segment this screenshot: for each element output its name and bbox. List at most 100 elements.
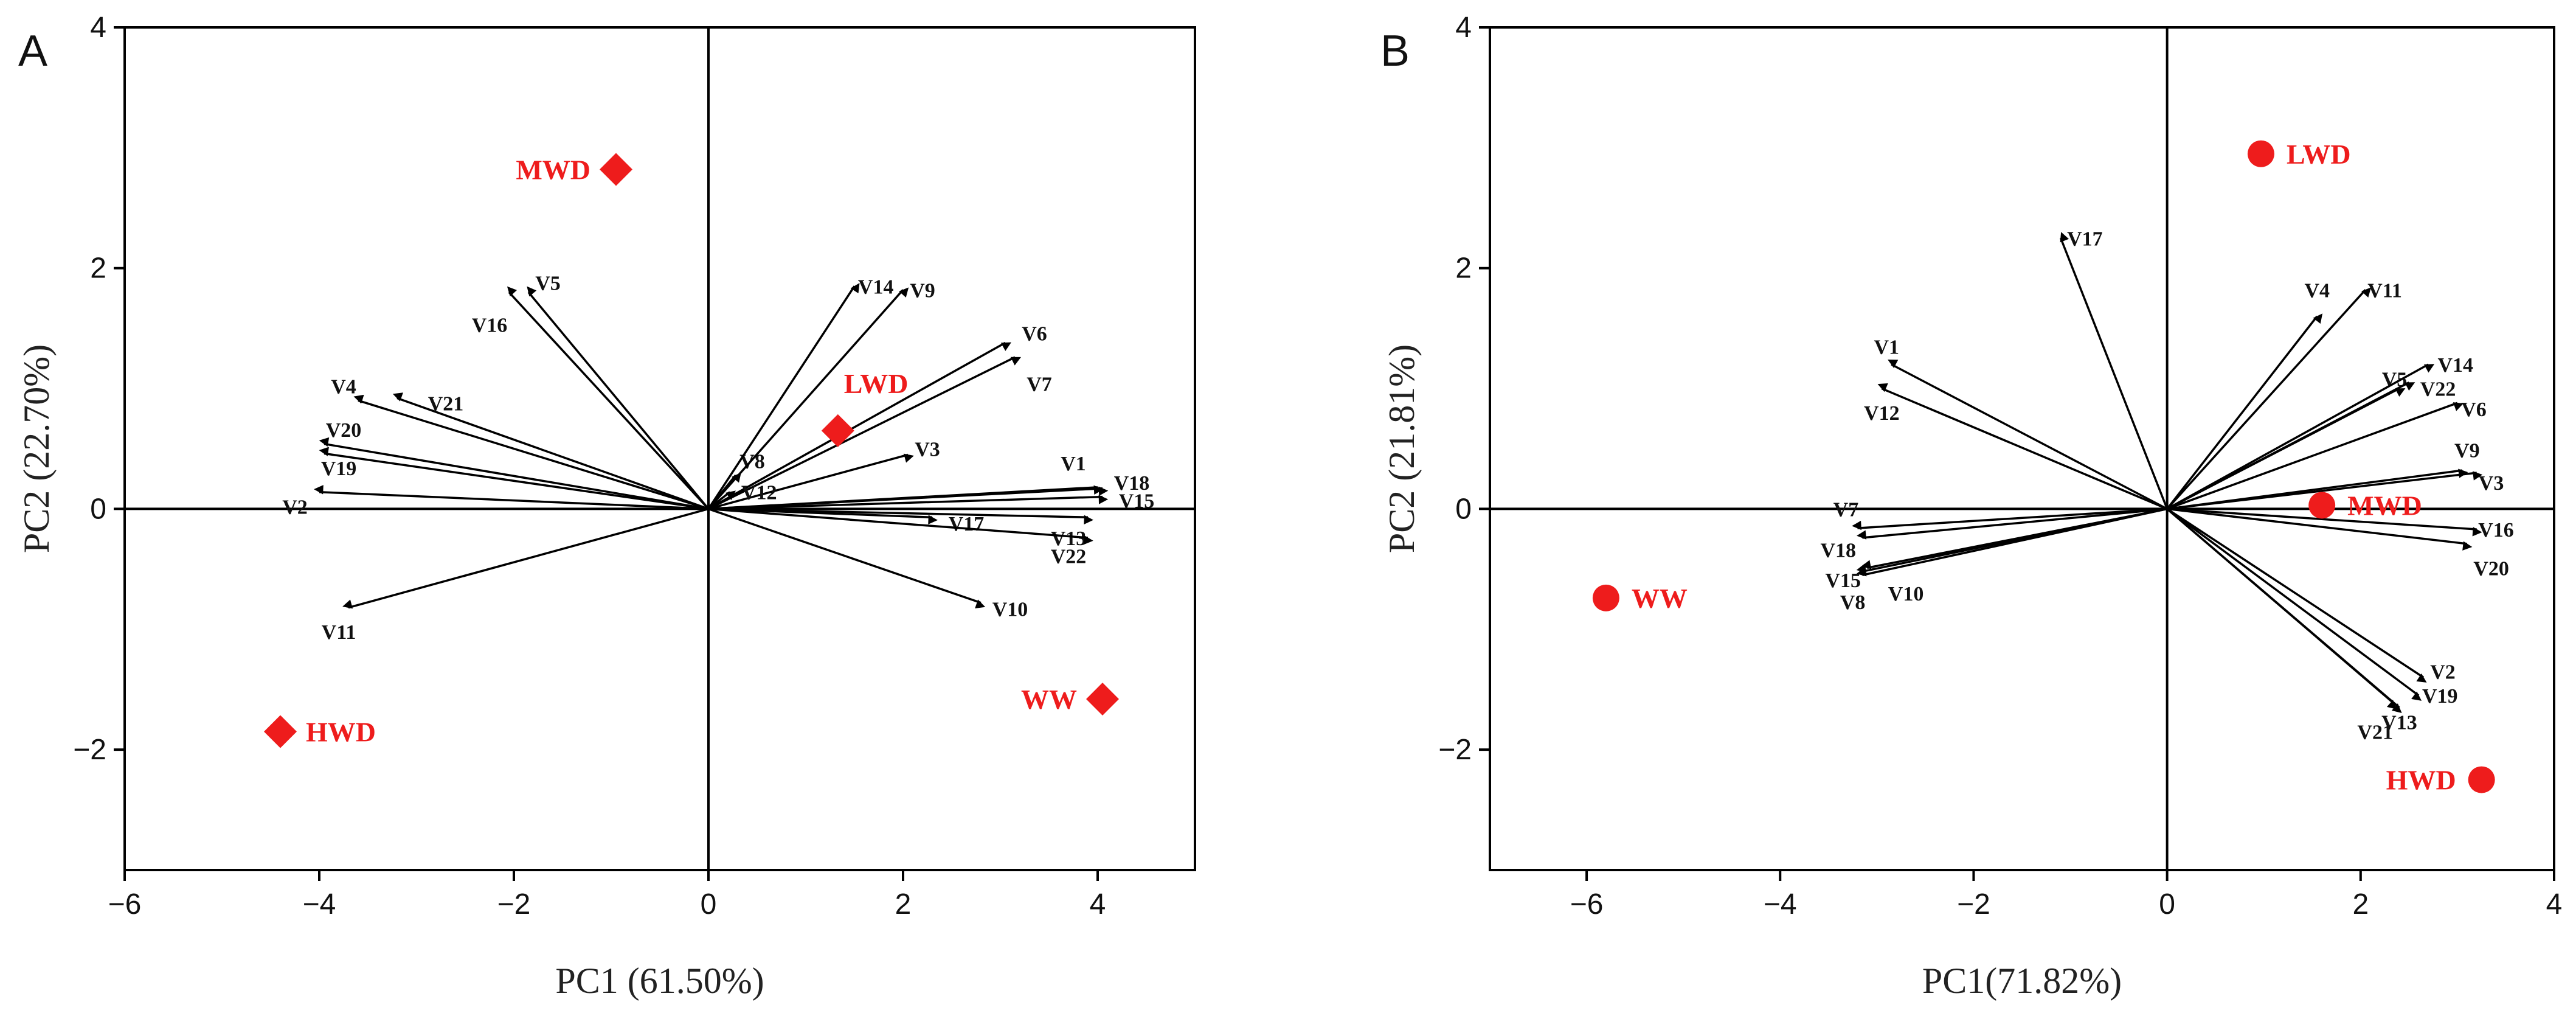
loading-vector-v11: V11	[322, 507, 709, 644]
loading-label: V18	[1114, 472, 1150, 495]
y-tick-label: −2	[73, 734, 106, 766]
point-hwd: HWD	[2386, 765, 2495, 796]
x-tick-label: 4	[1090, 888, 1106, 921]
panel-b-pca-biplot: B −6 −4 −2 0 2 4 −2 0 2 4 PC1(71.82%) PC2 (21.81%) V1…	[1380, 12, 2562, 1001]
loading-arrow	[314, 485, 709, 510]
loading-arrow	[1888, 360, 2168, 510]
y-tick-label: 0	[90, 493, 106, 525]
loading-arrow	[2167, 468, 2468, 510]
loading-label: V5	[535, 272, 561, 294]
treatment-label: HWD	[306, 716, 376, 747]
loading-arrow	[2166, 508, 2422, 701]
loading-label: V13	[2381, 712, 2417, 734]
loading-vector-v18: V18	[708, 472, 1150, 510]
loading-label: V10	[1888, 583, 1924, 605]
panel-letter: B	[1380, 27, 1410, 75]
x-tick-label: −4	[1764, 888, 1797, 921]
loading-label: V3	[915, 439, 940, 461]
loading-vector-v22: V22	[708, 507, 1093, 568]
loading-arrow	[2166, 508, 2402, 713]
loading-vector-v7: V7	[1833, 498, 2167, 531]
loading-vector-v20: V20	[319, 419, 709, 510]
loading-label: V10	[992, 599, 1028, 621]
loading-vector-v2: V2	[282, 485, 709, 518]
loading-arrow	[708, 453, 914, 510]
loading-vector-v3: V3	[708, 439, 940, 510]
loading-arrow	[319, 447, 709, 510]
loading-vector-v18: V18	[1820, 507, 2167, 562]
loading-label: V9	[910, 279, 935, 302]
loading-arrow	[2167, 507, 2473, 551]
y-tick-label: 4	[1455, 12, 1472, 44]
loading-label: V2	[2430, 661, 2456, 684]
loading-label: V1	[1061, 453, 1086, 475]
loading-vector-v9: V9	[707, 279, 935, 510]
loading-label: V18	[1820, 540, 1856, 562]
loading-label: V14	[858, 276, 894, 298]
treatment-label: MWD	[2347, 490, 2422, 521]
loading-arrow	[1877, 383, 2168, 510]
loading-arrow	[2167, 507, 2482, 537]
loading-label: V12	[1864, 402, 1900, 425]
x-tick-label: 2	[895, 888, 912, 921]
loading-arrow	[353, 394, 709, 510]
loading-label: V21	[428, 392, 464, 415]
loading-arrow	[2060, 232, 2169, 510]
loading-vector-v16: V16	[2167, 507, 2514, 541]
loading-arrow	[2166, 287, 2371, 510]
loading-vector-v6: V6	[2167, 399, 2487, 510]
loading-vector-v20: V20	[2167, 507, 2509, 580]
loading-arrow	[708, 507, 986, 608]
loading-vector-v12: V12	[1864, 383, 2168, 510]
point-mwd: MWD	[516, 153, 632, 186]
loading-arrow	[392, 392, 709, 510]
loading-label: V3	[2479, 472, 2504, 495]
circle-marker	[2308, 492, 2336, 519]
loading-arrow	[2166, 381, 2415, 510]
point-lwd: LWD	[821, 368, 909, 447]
loading-vector-v1: V1	[1874, 336, 2168, 510]
loading-arrow	[342, 507, 709, 609]
loading-label: V8	[1840, 591, 1866, 614]
diamond-marker	[1086, 683, 1119, 716]
loading-label: V20	[326, 419, 362, 442]
treatment-label: LWD	[844, 368, 909, 399]
x-tick-label: 0	[2159, 888, 2175, 921]
loading-label: V6	[2461, 399, 2487, 421]
loading-arrow	[319, 437, 709, 510]
treatment-label: WW	[1021, 684, 1077, 715]
loading-label: V13	[1051, 527, 1087, 550]
y-axis-label: PC2 (21.81%)	[1382, 344, 1422, 553]
loading-label: V22	[1051, 546, 1087, 568]
loading-arrow	[2166, 507, 2427, 683]
loading-vector-v15: V15	[708, 490, 1154, 513]
loading-vector-v14: V14	[707, 276, 894, 510]
loading-label: V7	[1833, 498, 1859, 521]
loading-label: V11	[322, 621, 356, 644]
loading-vector-v11: V11	[2166, 279, 2402, 510]
loading-label: V16	[472, 315, 508, 337]
loading-arrow	[2166, 363, 2435, 510]
panel-a-pca-biplot: A −6 −4 −2 0 2 4 −2 0 2 4 PC1 (61.50%) PC2 (22.70%) V…	[16, 12, 1196, 1001]
loading-arrow	[707, 490, 736, 510]
loading-label: V6	[1022, 323, 1047, 346]
loading-label: V20	[2473, 557, 2509, 580]
y-tick-label: 0	[1455, 493, 1472, 525]
loading-arrow	[1852, 507, 2167, 531]
y-tick-label: 4	[90, 12, 106, 44]
loading-vector-v4: V4	[2166, 279, 2330, 510]
loading-vector-v19: V19	[319, 447, 709, 510]
loading-vector-v13: V13	[2166, 508, 2417, 734]
loading-arrow	[507, 286, 710, 510]
loading-vector-v21: V21	[2166, 508, 2402, 743]
loading-vector-v10: V10	[708, 507, 1028, 621]
loading-label: V15	[1119, 490, 1155, 513]
y-tick-label: 2	[90, 252, 106, 285]
loading-label: V16	[2478, 519, 2514, 541]
circle-marker	[2468, 766, 2495, 793]
loading-label: V21	[2357, 721, 2393, 743]
loading-label: V19	[321, 458, 357, 480]
x-tick-label: −2	[1957, 888, 1990, 921]
loading-vector-v9: V9	[2167, 439, 2480, 510]
